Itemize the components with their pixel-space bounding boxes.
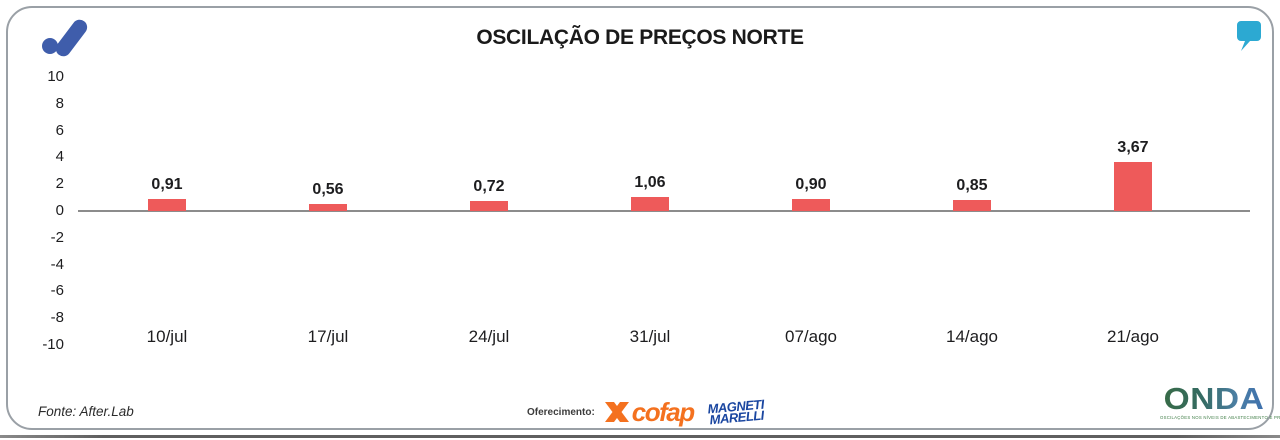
chart-title: OSCILAÇÃO DE PREÇOS NORTE <box>476 26 804 49</box>
y-axis-tick-label: -6 <box>50 282 64 300</box>
y-axis-tick-label: -4 <box>50 255 64 273</box>
bar-value-label: 0,90 <box>795 175 827 193</box>
bar-31/jul <box>631 196 669 211</box>
magneti-marelli-logo: MAGNETI MARELLI <box>707 397 765 428</box>
bar-value-label: 3,67 <box>1117 138 1149 156</box>
y-axis-tick-label: 8 <box>55 94 64 112</box>
y-axis-tick-label: 6 <box>55 121 64 139</box>
bar-value-label: 0,91 <box>151 175 183 193</box>
x-axis-tick-label: 17/jul <box>307 327 349 346</box>
cofap-x-icon <box>604 402 629 422</box>
onda-wordmark: ONDA <box>1156 383 1273 414</box>
x-axis-tick-label: 14/ago <box>946 327 998 346</box>
x-axis-tick-label: 07/ago <box>785 327 837 346</box>
bar-value-label: 1,06 <box>634 173 666 191</box>
y-axis-tick-label: -8 <box>50 309 64 327</box>
marelli-line: MARELLI <box>708 407 765 428</box>
bar-24/jul <box>470 201 508 211</box>
card-bottom-edge <box>0 435 1280 438</box>
y-axis-tick-label: 4 <box>55 148 64 166</box>
sponsor-strip: Oferecimento: cofap MAGNETI MARELLI <box>527 394 764 430</box>
source-credit: Fonte: After.Lab <box>38 404 134 419</box>
x-axis-zero-line <box>78 210 1250 212</box>
x-axis-tick-label: 21/ago <box>1107 327 1159 346</box>
y-axis-tick-label: -10 <box>42 336 64 353</box>
onda-tagline: OSCILAÇÕES NOS NÍVEIS DE ABASTECIMENTO E… <box>1160 415 1280 420</box>
y-axis-tick-label: -2 <box>50 228 64 246</box>
bar-value-label: 0,85 <box>956 176 988 194</box>
quote-mark-icon <box>1237 21 1261 51</box>
afterlab-logo-dot <box>42 38 58 54</box>
bar-10/jul <box>148 198 186 211</box>
bar-value-label: 0,56 <box>312 180 344 198</box>
x-axis-tick-label: 24/jul <box>468 327 510 346</box>
bar-21/ago <box>1114 161 1152 211</box>
bar-07/ago <box>792 198 830 211</box>
afterlab-logo-icon <box>40 16 91 60</box>
y-axis-tick-label: 2 <box>55 175 64 193</box>
y-axis-tick-label: 0 <box>55 202 64 219</box>
x-axis-tick-label: 10/jul <box>146 327 188 346</box>
y-axis-tick-label: 10 <box>47 68 64 85</box>
sponsor-label: Oferecimento: <box>527 406 595 418</box>
onda-logo: ONDA OSCILAÇÕES NOS NÍVEIS DE ABASTECIME… <box>1160 383 1280 420</box>
cofap-wordmark: cofap <box>631 396 695 427</box>
cofap-logo: cofap <box>604 396 695 428</box>
bar-value-label: 0,72 <box>473 178 505 196</box>
bar-17/jul <box>309 203 347 211</box>
x-axis-tick-label: 31/jul <box>629 327 671 346</box>
chart-card <box>6 6 1274 430</box>
bar-14/ago <box>953 199 991 211</box>
